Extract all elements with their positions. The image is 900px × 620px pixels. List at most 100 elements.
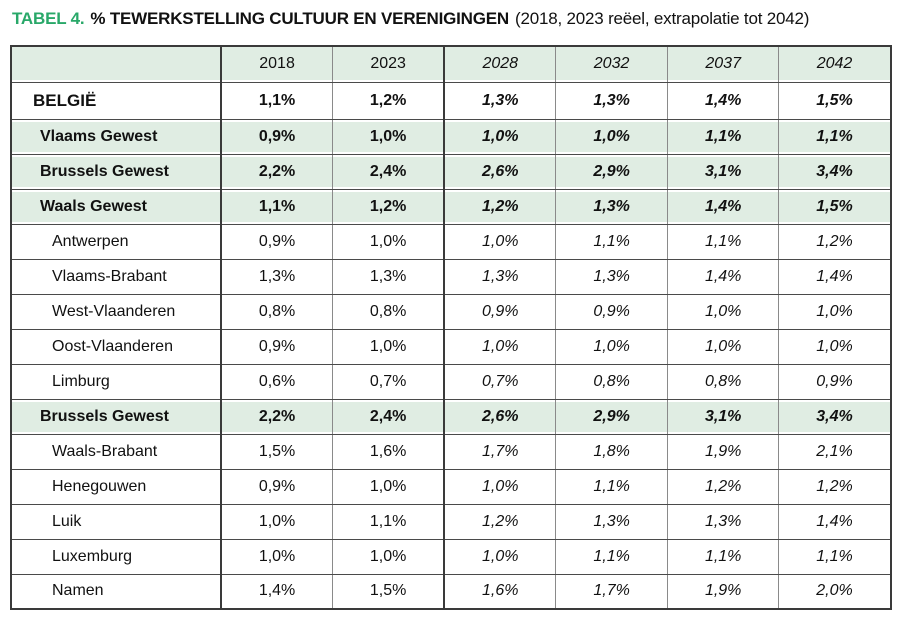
table-title: % TEWERKSTELLING CULTUUR EN VERENIGINGEN xyxy=(90,9,509,28)
table-row-west-vlaanderen: West-Vlaanderen 0,8% 0,8% 0,9% 0,9% 1,0% 1,0% xyxy=(11,294,891,330)
value-cell: 1,3% xyxy=(444,259,557,295)
table-row-luxemburg: Luxemburg 1,0% 1,0% 1,0% 1,1% 1,1% 1,1% xyxy=(11,539,891,575)
row-label: Vlaams-Brabant xyxy=(11,259,222,295)
value-cell: 2,2% xyxy=(221,399,334,435)
data-table: 2018 2023 2028 2032 2037 2042 BELGIË 1,1%… xyxy=(10,45,892,610)
value-cell: 1,0% xyxy=(332,329,446,365)
value-cell: 2,0% xyxy=(778,574,891,610)
value-cell: 0,7% xyxy=(444,364,557,400)
value-cell: 1,0% xyxy=(332,224,446,260)
value-cell: 1,0% xyxy=(555,119,668,155)
table-subtitle: (2018, 2023 reëel, extrapolatie tot 2042… xyxy=(515,9,810,28)
value-cell: 1,2% xyxy=(444,504,557,540)
row-label: Brussels Gewest xyxy=(11,154,222,190)
table-row-antwerpen: Antwerpen 0,9% 1,0% 1,0% 1,1% 1,1% 1,2% xyxy=(11,224,891,260)
value-cell: 1,1% xyxy=(332,504,446,540)
value-cell: 1,3% xyxy=(555,504,668,540)
value-cell: 1,4% xyxy=(778,504,891,540)
page-title: TABEL 4. % TEWERKSTELLING CULTUUR EN VERE… xyxy=(12,9,809,29)
row-label: Oost-Vlaanderen xyxy=(11,329,222,365)
row-label: Brussels Gewest xyxy=(11,399,222,435)
value-cell: 2,6% xyxy=(444,154,557,190)
value-cell: 1,4% xyxy=(667,259,780,295)
value-cell: 1,6% xyxy=(444,574,557,610)
value-cell: 1,1% xyxy=(778,539,891,575)
row-label: BELGIË xyxy=(11,82,222,120)
value-cell: 1,0% xyxy=(444,224,557,260)
table-row-luik: Luik 1,0% 1,1% 1,2% 1,3% 1,3% 1,4% xyxy=(11,504,891,540)
value-cell: 1,4% xyxy=(667,189,780,225)
table-row-oost-vlaanderen: Oost-Vlaanderen 0,9% 1,0% 1,0% 1,0% 1,0% 1,0% xyxy=(11,329,891,365)
value-cell: 0,9% xyxy=(778,364,891,400)
row-label: Waals Gewest xyxy=(11,189,222,225)
value-cell: 2,6% xyxy=(444,399,557,435)
row-label: Limburg xyxy=(11,364,222,400)
value-cell: 1,6% xyxy=(332,434,446,470)
table-row-henegouwen: Henegouwen 0,9% 1,0% 1,0% 1,1% 1,2% 1,2% xyxy=(11,469,891,505)
value-cell: 1,0% xyxy=(667,294,780,330)
value-cell: 3,1% xyxy=(667,399,780,435)
value-cell: 0,8% xyxy=(667,364,780,400)
value-cell: 2,4% xyxy=(332,399,446,435)
header-year-2037: 2037 xyxy=(667,46,780,83)
value-cell: 3,1% xyxy=(667,154,780,190)
value-cell: 1,4% xyxy=(778,259,891,295)
value-cell: 1,0% xyxy=(667,329,780,365)
value-cell: 0,6% xyxy=(221,364,334,400)
value-cell: 0,9% xyxy=(221,224,334,260)
value-cell: 1,0% xyxy=(221,539,334,575)
row-label: Namen xyxy=(11,574,222,610)
value-cell: 1,7% xyxy=(444,434,557,470)
value-cell: 0,9% xyxy=(444,294,557,330)
value-cell: 0,9% xyxy=(221,119,334,155)
header-year-2023: 2023 xyxy=(332,46,446,83)
value-cell: 1,0% xyxy=(332,119,446,155)
value-cell: 1,2% xyxy=(332,189,446,225)
table-row-waals-gewest: Waals Gewest 1,1% 1,2% 1,2% 1,3% 1,4% 1,5% xyxy=(11,189,891,225)
value-cell: 1,8% xyxy=(555,434,668,470)
table-row-vlaams-brabant: Vlaams-Brabant 1,3% 1,3% 1,3% 1,3% 1,4% 1,4% xyxy=(11,259,891,295)
value-cell: 3,4% xyxy=(778,399,891,435)
value-cell: 0,8% xyxy=(221,294,334,330)
value-cell: 1,5% xyxy=(221,434,334,470)
value-cell: 1,5% xyxy=(332,574,446,610)
value-cell: 1,2% xyxy=(444,189,557,225)
value-cell: 2,1% xyxy=(778,434,891,470)
value-cell: 1,0% xyxy=(444,329,557,365)
value-cell: 1,3% xyxy=(221,259,334,295)
row-label: Henegouwen xyxy=(11,469,222,505)
value-cell: 1,1% xyxy=(667,539,780,575)
value-cell: 1,3% xyxy=(444,82,557,120)
table-row-brussels-gewest: Brussels Gewest 2,2% 2,4% 2,6% 2,9% 3,1% 3,4% xyxy=(11,399,891,435)
row-label: Antwerpen xyxy=(11,224,222,260)
value-cell: 1,2% xyxy=(332,82,446,120)
value-cell: 2,4% xyxy=(332,154,446,190)
value-cell: 0,9% xyxy=(555,294,668,330)
value-cell: 2,2% xyxy=(221,154,334,190)
value-cell: 0,8% xyxy=(332,294,446,330)
value-cell: 1,7% xyxy=(555,574,668,610)
value-cell: 1,9% xyxy=(667,574,780,610)
value-cell: 2,9% xyxy=(555,399,668,435)
row-label: Vlaams Gewest xyxy=(11,119,222,155)
value-cell: 1,0% xyxy=(444,119,557,155)
value-cell: 1,4% xyxy=(221,574,334,610)
table-row-brussels-gewest: Brussels Gewest 2,2% 2,4% 2,6% 2,9% 3,1% 3,4% xyxy=(11,154,891,190)
value-cell: 1,2% xyxy=(778,469,891,505)
header-year-2028: 2028 xyxy=(444,46,557,83)
value-cell: 1,3% xyxy=(555,82,668,120)
table-number: TABEL 4. xyxy=(12,9,85,28)
value-cell: 1,0% xyxy=(778,294,891,330)
table-body: BELGIË 1,1% 1,2% 1,3% 1,3% 1,4% 1,5% Vlaams Gew… xyxy=(11,82,891,610)
table-row-limburg: Limburg 0,6% 0,7% 0,7% 0,8% 0,8% 0,9% xyxy=(11,364,891,400)
value-cell: 0,8% xyxy=(555,364,668,400)
value-cell: 1,0% xyxy=(221,504,334,540)
value-cell: 0,9% xyxy=(221,329,334,365)
value-cell: 1,5% xyxy=(778,82,891,120)
value-cell: 1,0% xyxy=(444,539,557,575)
value-cell: 1,0% xyxy=(444,469,557,505)
row-label: Luxemburg xyxy=(11,539,222,575)
header-empty-cell xyxy=(11,46,222,83)
value-cell: 1,2% xyxy=(778,224,891,260)
row-label: Luik xyxy=(11,504,222,540)
